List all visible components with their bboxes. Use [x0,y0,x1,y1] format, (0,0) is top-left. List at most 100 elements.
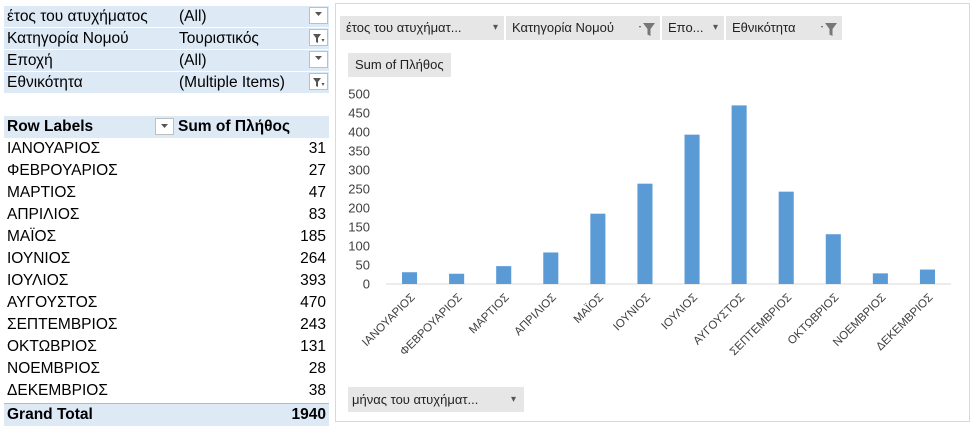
month-cell: ΦΕΒΡΟΥΑΡΙΟΣ [7,162,118,179]
x-category-label: ΜΑΪΟΣ [572,292,606,326]
grand-total-row: Grand Total 1940 [4,403,329,426]
filter-row-nationality: Εθνικότητα (Multiple Items) [4,72,329,94]
bar[interactable] [496,266,512,284]
value-cell: 243 [300,316,326,333]
value-header: Sum of Πλήθος [178,118,291,135]
value-cell: 28 [308,360,326,377]
chart-filter-nationality-button[interactable]: Εθνικότητα [726,16,842,40]
bar[interactable] [872,273,888,284]
chart-filter-season-button[interactable]: Επο... ▾ [662,16,724,40]
filter-row-year: έτος του ατυχήματος (All) [4,6,329,28]
table-row: ΟΚΤΩΒΡΙΟΣ 131 [4,336,329,358]
filter-funnel-icon [820,21,838,45]
filter-label: Κατηγορία Νομού [7,30,129,47]
table-row: ΑΠΡΙΛΙΟΣ 83 [4,204,329,226]
value-cell: 393 [300,272,326,289]
y-tick-label: 500 [348,87,370,102]
x-category-label: ΙΟΥΝΙΟΣ [611,292,653,334]
month-cell: ΣΕΠΤΕΜΒΡΙΟΣ [7,316,118,333]
filter-funnel-icon[interactable] [309,29,328,46]
filter-row-season: Εποχή (All) [4,50,329,72]
table-row: ΜΑΡΤΙΟΣ 47 [4,182,329,204]
month-axis-field-label: μήνας του ατυχήματ... [352,392,479,407]
chart-filter-year-label: έτος του ατυχήματ... [346,20,462,35]
dropdown-arrow-icon[interactable] [309,7,328,24]
table-row: ΜΑΪΟΣ 185 [4,226,329,248]
table-row: ΣΕΠΤΕΜΒΡΙΟΣ 243 [4,314,329,336]
filter-value: Τουριστικός [179,30,259,47]
bar[interactable] [637,183,653,284]
pivot-table: Row Labels Sum of Πλήθος ΙΑΝΟΥΑΡΙΟΣ 31 ΦΕΒ… [4,116,329,426]
month-cell: ΜΑΡΤΙΟΣ [7,184,77,201]
y-tick-label: 200 [348,201,370,216]
month-cell: ΟΚΤΩΒΡΙΟΣ [7,338,97,355]
filter-label: Εποχή [7,52,53,69]
grand-total-label: Grand Total [7,406,93,423]
y-tick-label: 50 [356,258,370,273]
month-axis-field-button[interactable]: μήνας του ατυχήματ... ▾ [348,387,524,412]
filter-row-category: Κατηγορία Νομού Τουριστικός [4,28,329,50]
bar-plot: 050100150200250300350400450500ΙΑΝΟΥΑΡΙΟΣ… [348,87,951,358]
y-tick-label: 250 [348,182,370,197]
pivot-chart[interactable]: έτος του ατυχήματ... ▾ Κατηγορία Νομού Ε… [335,3,970,422]
value-cell: 185 [300,228,326,245]
chart-filter-season-label: Επο... [668,20,704,35]
table-row: ΔΕΚΕΜΒΡΙΟΣ 38 [4,380,329,402]
value-cell: 264 [300,250,326,267]
x-category-label: ΙΟΥΛΙΟΣ [659,292,700,333]
bar[interactable] [919,269,935,284]
y-tick-label: 450 [348,106,370,121]
x-category-label: ΑΠΡΙΛΙΟΣ [512,292,559,339]
chart-filter-year-button[interactable]: έτος του ατυχήματ... ▾ [340,16,504,40]
y-tick-label: 350 [348,144,370,159]
bar[interactable] [543,252,559,284]
pivot-rows: ΙΑΝΟΥΑΡΙΟΣ 31 ΦΕΒΡΟΥΑΡΙΟΣ 27 ΜΑΡΤΙΟΣ 47 ΑΠΡΙΛΙ… [4,138,329,402]
filter-value: (All) [179,8,207,25]
month-cell: ΙΑΝΟΥΑΡΙΟΣ [7,140,101,157]
table-row: ΙΑΝΟΥΑΡΙΟΣ 31 [4,138,329,160]
bar[interactable] [449,273,465,284]
row-labels-header: Row Labels [7,118,94,135]
filter-funnel-icon[interactable] [309,73,328,90]
filter-value: (Multiple Items) [179,74,285,91]
value-cell: 31 [308,140,326,157]
bar[interactable] [825,234,841,284]
month-cell: ΔΕΚΕΜΒΡΙΟΣ [7,382,108,399]
dropdown-arrow-icon: ▾ [510,394,516,405]
chart-filter-category-button[interactable]: Κατηγορία Νομού [506,16,660,40]
month-cell: ΙΟΥΛΙΟΣ [7,272,69,289]
dropdown-arrow-icon: ▾ [712,22,718,33]
bar[interactable] [402,272,418,284]
bar[interactable] [778,191,794,284]
month-cell: ΙΟΥΝΙΟΣ [7,250,71,267]
table-row: ΙΟΥΝΙΟΣ 264 [4,248,329,270]
x-category-label: ΜΑΡΤΙΟΣ [467,292,512,337]
chart-filter-category-label: Κατηγορία Νομού [512,20,614,35]
y-tick-label: 400 [348,125,370,140]
table-row: ΦΕΒΡΟΥΑΡΙΟΣ 27 [4,160,329,182]
filter-funnel-icon [638,21,656,45]
chart-filter-nationality-label: Εθνικότητα [732,20,796,35]
bar[interactable] [590,213,606,284]
y-tick-label: 150 [348,220,370,235]
pivot-header-row: Row Labels Sum of Πλήθος [4,116,329,138]
month-cell: ΝΟΕΜΒΡΙΟΣ [7,360,101,377]
month-cell: ΑΠΡΙΛΙΟΣ [7,206,80,223]
row-labels-filter-button[interactable] [155,118,174,135]
sum-field-button[interactable]: Sum of Πλήθος [348,53,451,77]
bar[interactable] [684,134,700,284]
report-filters: έτος του ατυχήματος (All) Κατηγορία Νομο… [4,6,329,94]
table-row: ΝΟΕΜΒΡΙΟΣ 28 [4,358,329,380]
value-cell: 47 [308,184,326,201]
filter-label: έτος του ατυχήματος [7,8,148,25]
table-row: ΙΟΥΛΙΟΣ 393 [4,270,329,292]
dropdown-arrow-icon [161,124,168,128]
dropdown-arrow-icon[interactable] [309,51,328,68]
filter-label: Εθνικότητα [7,74,83,91]
dropdown-arrow-icon: ▾ [492,22,498,33]
bar[interactable] [731,105,747,285]
filter-value: (All) [179,52,207,69]
y-tick-label: 0 [363,277,370,292]
value-cell: 131 [300,338,326,355]
grand-total-value: 1940 [291,406,326,423]
